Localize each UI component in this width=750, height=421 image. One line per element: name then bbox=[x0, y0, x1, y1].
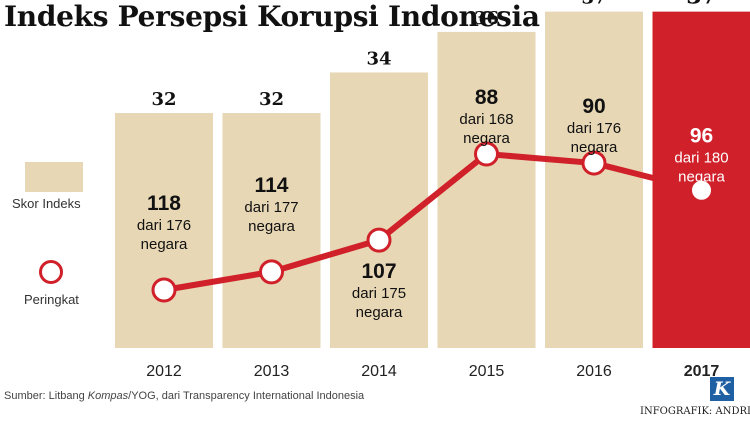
x-tick-2013: 2013 bbox=[254, 363, 290, 380]
score-label-2017: 37 bbox=[686, 0, 717, 10]
rank-detail-2014-1: dari 175 bbox=[352, 285, 406, 302]
rank-label-2013: 114 bbox=[255, 174, 289, 197]
source-note: Sumber: Litbang Kompas/YOG, dari Transpa… bbox=[4, 390, 364, 402]
rank-label-2017: 96 bbox=[690, 124, 713, 147]
rank-label-2012: 118 bbox=[147, 192, 181, 215]
legend-line-marker bbox=[39, 260, 63, 284]
bar-2015 bbox=[437, 31, 536, 349]
rank-label-2014: 107 bbox=[361, 260, 396, 283]
score-label-2012: 32 bbox=[151, 89, 176, 110]
rank-detail-2013-2: negara bbox=[248, 218, 295, 235]
rank-line bbox=[163, 151, 703, 293]
x-tick-2014: 2014 bbox=[361, 363, 397, 380]
rank-detail-2016-1: dari 176 bbox=[567, 120, 621, 137]
rank-label-2015: 88 bbox=[475, 86, 499, 109]
score-label-2013: 32 bbox=[259, 89, 284, 110]
chart-title: Indeks Persepsi Korupsi Indonesia bbox=[4, 0, 540, 33]
score-label-2014: 34 bbox=[366, 48, 391, 69]
score-label-2016: 37 bbox=[581, 0, 606, 9]
x-tick-2016: 2016 bbox=[576, 363, 612, 380]
legend-bar-label: Skor Indeks bbox=[12, 196, 81, 211]
rank-detail-2015-1: dari 168 bbox=[459, 111, 513, 128]
rank-label-2016: 90 bbox=[582, 95, 605, 118]
rank-detail-2017-2: negara bbox=[678, 168, 725, 185]
rank-point-2012 bbox=[151, 277, 177, 303]
source-prefix: Sumber: Litbang bbox=[4, 390, 88, 402]
bar-2016 bbox=[545, 11, 643, 348]
bar-2012 bbox=[115, 113, 213, 348]
bar-2013 bbox=[222, 113, 321, 348]
rank-detail-2015-2: negara bbox=[463, 130, 510, 147]
rank-point-2013 bbox=[259, 259, 284, 285]
kompas-logo: K bbox=[710, 377, 734, 401]
rank-point-2014 bbox=[366, 227, 392, 253]
score-label-2015: 36 bbox=[474, 8, 499, 29]
x-tick-2012: 2012 bbox=[146, 363, 182, 380]
legend-line-label: Peringkat bbox=[24, 292, 79, 307]
infographic-credit: INFOGRAFIK: ANDRI bbox=[640, 406, 750, 417]
x-tick-2015: 2015 bbox=[469, 363, 505, 380]
rank-detail-2012-1: dari 176 bbox=[137, 217, 191, 234]
x-tick-2017: 2017 bbox=[684, 363, 720, 380]
rank-detail-2013-1: dari 177 bbox=[244, 199, 298, 216]
rank-point-2017 bbox=[689, 177, 714, 203]
rank-detail-2016-2: negara bbox=[571, 139, 618, 156]
rank-point-2016 bbox=[581, 150, 607, 176]
rank-point-2015 bbox=[474, 141, 499, 167]
source-italic: Kompas bbox=[87, 390, 129, 402]
source-suffix: /YOG, dari Transparency International In… bbox=[128, 390, 365, 402]
rank-detail-2014-2: negara bbox=[356, 304, 403, 321]
rank-detail-2017-1: dari 180 bbox=[674, 149, 728, 166]
rank-detail-2012-2: negara bbox=[141, 236, 188, 253]
legend-bar-swatch bbox=[25, 162, 83, 192]
